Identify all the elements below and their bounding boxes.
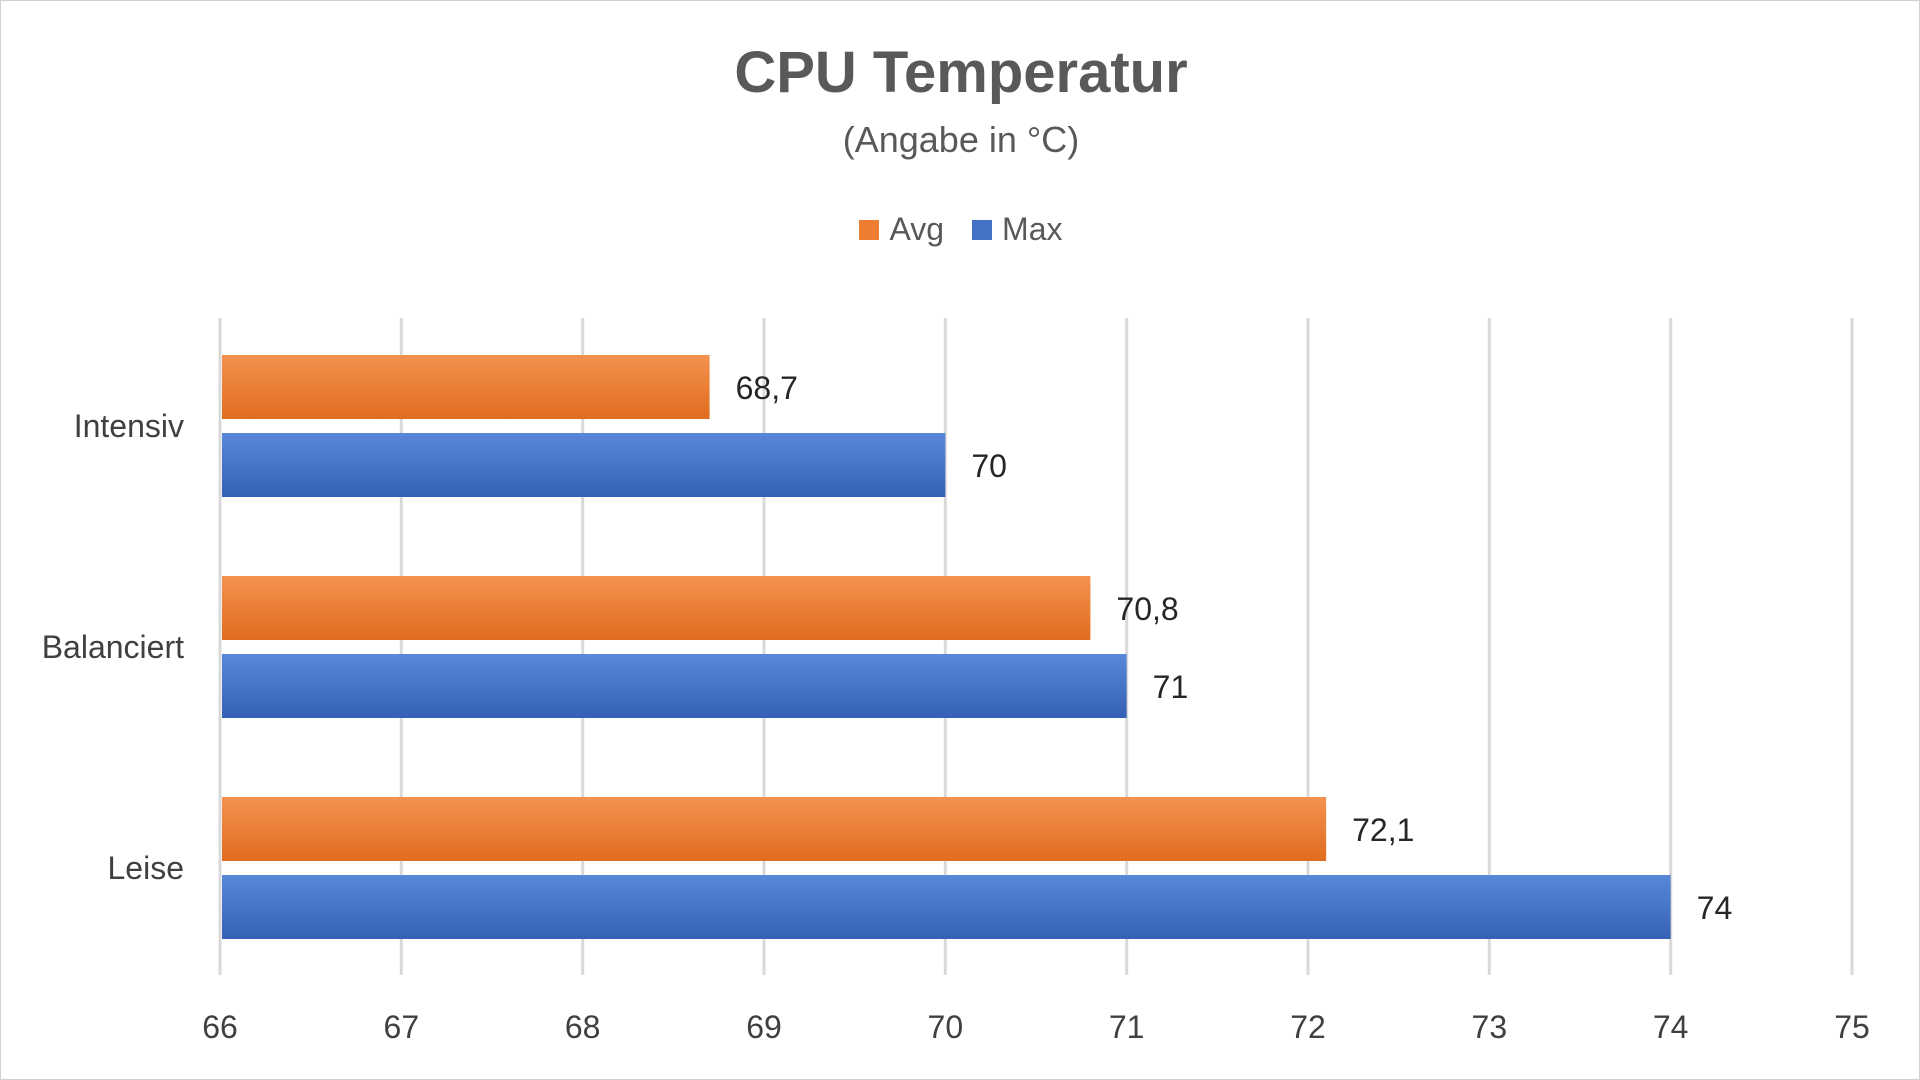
x-tick-label: 67 (384, 1009, 420, 1045)
chart-title: CPU Temperatur (734, 40, 1188, 105)
x-tick-label: 73 (1472, 1009, 1508, 1045)
x-tick-label: 75 (1834, 1009, 1870, 1045)
legend-label-avg: Avg (889, 211, 945, 247)
bar-avg-intensiv (222, 355, 710, 419)
data-label-avg-intensiv: 68,7 (736, 370, 798, 406)
x-tick-label: 72 (1290, 1009, 1326, 1045)
bar-max-leise (222, 875, 1671, 939)
bar-max-intensiv (222, 433, 946, 497)
bars (222, 355, 1671, 939)
category-label-intensiv: Intensiv (74, 408, 184, 444)
bar-avg-balanciert (222, 576, 1091, 640)
data-label-avg-balanciert: 70,8 (1116, 591, 1178, 627)
x-tick-label: 74 (1653, 1009, 1689, 1045)
x-tick-label: 70 (928, 1009, 964, 1045)
category-label-leise: Leise (108, 850, 185, 886)
legend-swatch-avg (859, 219, 880, 240)
data-label-max-balanciert: 71 (1153, 669, 1189, 705)
grid-lines (218, 318, 1854, 975)
chart-subtitle: (Angabe in °C) (842, 119, 1080, 160)
legend: Avg Max (1, 211, 1920, 248)
x-tick-label: 69 (746, 1009, 782, 1045)
legend-swatch-max (972, 219, 993, 240)
x-tick-label: 68 (565, 1009, 601, 1045)
legend-label-max: Max (1002, 211, 1063, 247)
bar-avg-leise (222, 797, 1327, 861)
x-tick-label: 66 (202, 1009, 238, 1045)
data-label-max-intensiv: 70 (971, 448, 1007, 484)
legend-item-max: Max (972, 211, 1063, 248)
legend-item-avg: Avg (859, 211, 944, 248)
bar-max-balanciert (222, 654, 1127, 718)
labels: 66 67 68 69 70 71 72 73 74 75 Intensiv 68,7 70 Balanc… (42, 370, 1870, 1045)
x-tick-label: 71 (1109, 1009, 1145, 1045)
category-label-balanciert: Balanciert (42, 629, 184, 665)
data-label-avg-leise: 72,1 (1352, 812, 1414, 848)
data-label-max-leise: 74 (1697, 890, 1733, 926)
